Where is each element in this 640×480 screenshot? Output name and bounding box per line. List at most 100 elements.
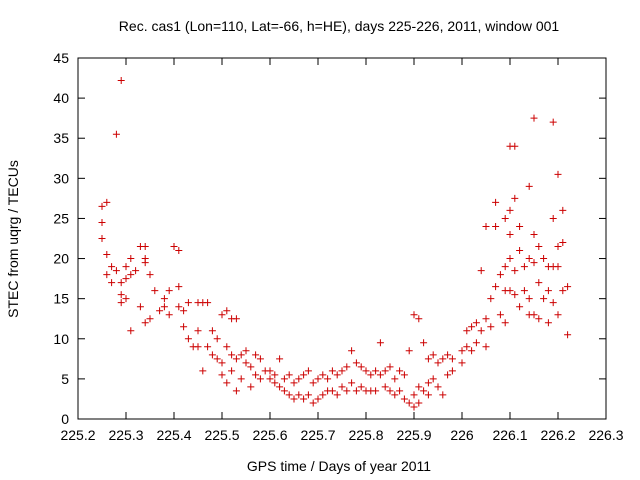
data-point	[319, 371, 327, 379]
data-point	[328, 387, 336, 395]
data-point	[228, 367, 236, 375]
data-point	[266, 367, 274, 375]
data-point	[554, 170, 562, 178]
data-point	[184, 299, 192, 307]
data-point	[410, 311, 418, 319]
data-point	[525, 255, 533, 263]
data-point	[194, 343, 202, 351]
y-tick-label: 15	[53, 291, 69, 307]
data-point	[477, 267, 485, 275]
data-point	[117, 279, 125, 287]
data-point	[415, 383, 423, 391]
data-point	[208, 351, 216, 359]
data-point	[314, 395, 322, 403]
data-point	[511, 142, 519, 150]
data-point	[290, 379, 298, 387]
data-point	[496, 271, 504, 279]
data-point	[103, 251, 111, 259]
data-point	[448, 355, 456, 363]
data-point	[122, 275, 130, 283]
data-point	[285, 371, 293, 379]
data-point	[405, 399, 413, 407]
data-point	[285, 391, 293, 399]
data-point	[204, 343, 212, 351]
data-point	[271, 379, 279, 387]
data-point	[352, 387, 360, 395]
data-point	[146, 271, 154, 279]
x-tick-label: 225.3	[108, 427, 143, 443]
data-point	[300, 395, 308, 403]
data-point	[343, 387, 351, 395]
y-tick-label: 30	[53, 170, 69, 186]
y-tick-label: 5	[61, 371, 69, 387]
data-point	[328, 367, 336, 375]
data-point	[117, 76, 125, 84]
data-point	[410, 403, 418, 411]
data-point	[540, 295, 548, 303]
x-tick-label: 225.8	[348, 427, 383, 443]
data-point	[146, 315, 154, 323]
data-point	[232, 387, 240, 395]
data-point	[252, 351, 260, 359]
data-point	[276, 383, 284, 391]
data-point	[439, 355, 447, 363]
data-point	[122, 295, 130, 303]
data-point	[98, 235, 106, 242]
data-point	[415, 315, 423, 323]
data-point	[434, 359, 442, 367]
data-point	[127, 327, 135, 335]
data-point	[549, 214, 557, 222]
data-point	[228, 351, 236, 359]
data-point	[165, 311, 173, 319]
y-tick-label: 25	[53, 210, 69, 226]
data-point	[237, 375, 245, 383]
data-point	[520, 263, 528, 271]
data-point	[424, 355, 432, 363]
data-point	[549, 118, 557, 126]
data-point	[213, 355, 221, 363]
x-tick-label: 225.2	[60, 427, 95, 443]
data-point	[98, 218, 106, 226]
y-tick-labels: 0 5 10 15 20 25 30 35 40 45	[53, 50, 69, 427]
data-point	[506, 287, 514, 295]
data-point	[108, 263, 116, 271]
data-point	[429, 351, 437, 359]
data-point	[276, 355, 284, 363]
data-point	[141, 319, 149, 327]
data-point	[194, 327, 202, 335]
data-point	[535, 315, 543, 323]
data-point	[232, 355, 240, 363]
data-point	[314, 375, 322, 383]
x-tick-label: 225.4	[156, 427, 191, 443]
data-point	[112, 130, 120, 138]
data-point	[108, 279, 116, 287]
data-point	[559, 206, 567, 214]
data-point	[117, 299, 125, 307]
data-point	[112, 267, 120, 275]
data-point	[444, 351, 452, 359]
data-point	[482, 315, 490, 323]
data-point	[151, 287, 159, 295]
data-point	[487, 295, 495, 303]
data-point	[223, 343, 231, 351]
data-point	[511, 194, 519, 202]
data-point	[242, 347, 250, 355]
x-axis-label: GPS time / Days of year 2011	[247, 458, 431, 474]
data-point	[180, 323, 188, 331]
data-point	[184, 335, 192, 343]
x-tick-label: 225.7	[300, 427, 335, 443]
data-point	[540, 255, 548, 263]
data-point	[98, 202, 106, 210]
data-point	[175, 283, 183, 291]
data-point	[492, 283, 500, 291]
data-point	[472, 339, 480, 347]
data-point	[501, 214, 509, 222]
data-point	[525, 182, 533, 190]
data-point	[530, 311, 538, 319]
plot-frame	[77, 57, 607, 420]
data-point	[564, 331, 572, 339]
data-point	[127, 271, 135, 279]
data-point	[357, 383, 365, 391]
data-point	[400, 395, 408, 403]
data-point	[516, 247, 524, 255]
